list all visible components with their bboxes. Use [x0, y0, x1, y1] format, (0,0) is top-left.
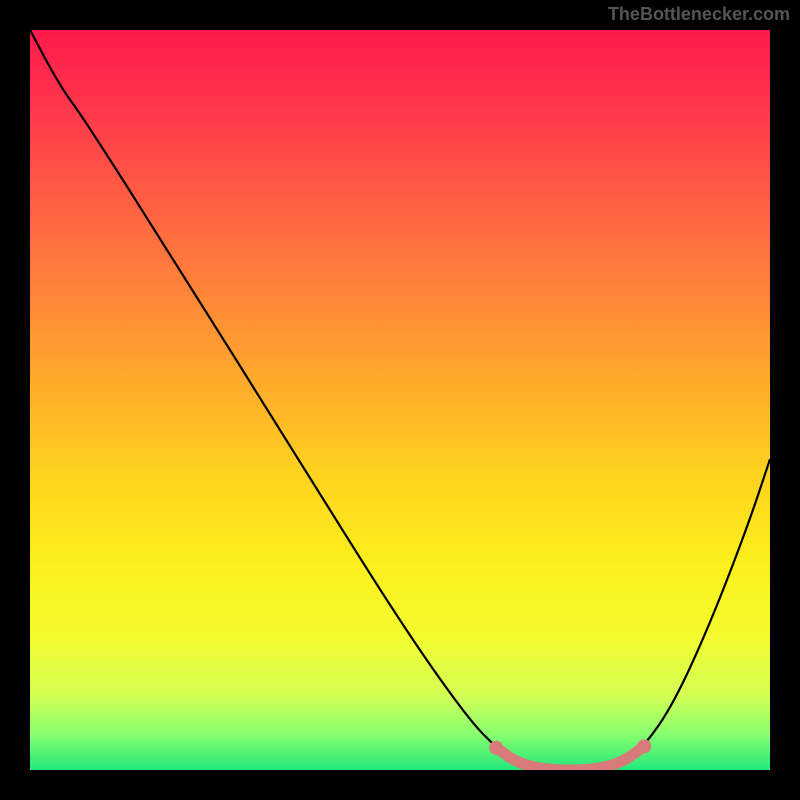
bottleneck-curve — [30, 30, 770, 770]
highlight-segment — [496, 746, 644, 770]
curve-layer — [30, 30, 770, 770]
watermark-text: TheBottlenecker.com — [608, 4, 790, 25]
highlight-endpoint-right — [637, 739, 651, 753]
highlight-endpoint-left — [489, 741, 503, 755]
chart-plot-area — [30, 30, 770, 770]
